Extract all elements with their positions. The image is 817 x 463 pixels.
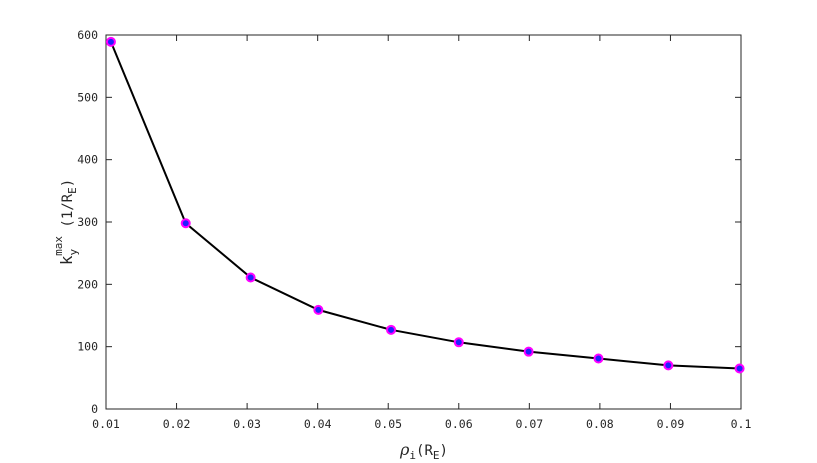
x-tick-label: 0.02 — [163, 417, 191, 431]
y-tick-label: 400 — [77, 153, 98, 167]
series-group — [105, 36, 745, 374]
data-point — [105, 36, 116, 47]
data-point — [734, 363, 745, 374]
y-tick-label: 200 — [77, 277, 98, 291]
x-axis-label-sub: i — [409, 449, 416, 462]
data-point — [523, 346, 534, 357]
x-axis-label-sub2: E — [433, 449, 440, 462]
y-axis-label-close: ) — [60, 179, 76, 187]
x-axis-label-rest: (R — [416, 443, 433, 459]
series-line — [110, 41, 740, 370]
y-axis-label-main: k — [57, 255, 76, 265]
data-point — [453, 337, 464, 348]
data-point — [180, 218, 191, 229]
y-tick-label: 600 — [77, 28, 98, 42]
x-axis-label: ρi(RE) — [399, 440, 448, 462]
y-axis-label: kymax (1/RE) — [52, 179, 80, 265]
data-point — [386, 324, 397, 335]
data-point — [663, 360, 674, 371]
data-point — [313, 304, 324, 315]
x-tick-label: 0.06 — [445, 417, 473, 431]
x-tick-label: 0.09 — [657, 417, 685, 431]
x-tick-label: 0.03 — [233, 417, 261, 431]
x-tick-label: 0.1 — [731, 417, 752, 431]
x-tick-label: 0.05 — [374, 417, 402, 431]
y-tick-label: 100 — [77, 340, 98, 354]
y-tick-label: 300 — [77, 215, 98, 229]
y-axis-label-sup: max — [52, 236, 65, 256]
y-axis-ticks: 0 100 200 300 400 500 600 — [77, 28, 741, 416]
x-axis-label-main: ρ — [399, 440, 410, 459]
plot-area-box — [105, 34, 742, 410]
y-tick-label: 0 — [91, 402, 98, 416]
y-axis-label-sub2: E — [66, 187, 79, 194]
data-point — [593, 353, 604, 364]
data-point — [245, 272, 256, 283]
x-tick-label: 0.08 — [586, 417, 614, 431]
x-axis-label-close: ) — [440, 443, 448, 459]
y-tick-label: 500 — [77, 90, 98, 104]
x-tick-label: 0.04 — [304, 417, 332, 431]
x-axis-ticks: 0.01 0.02 0.03 0.04 0.05 0.06 0.07 0.08 0.09 0.1 — [92, 35, 751, 431]
x-tick-label: 0.01 — [92, 417, 120, 431]
x-tick-label: 0.07 — [515, 417, 543, 431]
y-axis-label-sub: y — [67, 249, 80, 256]
y-axis-label-rest: (1/R — [60, 193, 76, 236]
